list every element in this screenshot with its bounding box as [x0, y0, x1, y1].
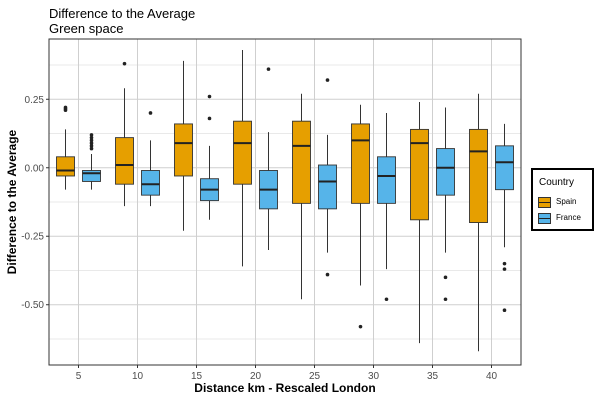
outlier-point-france-40 — [502, 261, 507, 266]
chart-title: Difference to the Average — [49, 6, 196, 21]
y-axis-title: Difference to the Average — [5, 129, 19, 274]
outlier-point-france-40 — [502, 267, 507, 271]
outlier-point-france-5 — [89, 146, 94, 151]
box-spain-25 — [292, 120, 311, 204]
outlier-point-france-5 — [89, 138, 94, 143]
outlier-point-france-5 — [89, 144, 94, 148]
plot-border — [48, 38, 522, 366]
x-tick-label-25: 25 — [309, 371, 321, 382]
box-spain-5 — [56, 156, 75, 177]
legend: Country Spain France — [531, 168, 594, 231]
box-spain-40 — [469, 128, 488, 223]
outlier-point-france-35 — [443, 275, 448, 280]
box-france-35 — [436, 148, 455, 196]
outlier-point-france-5 — [89, 133, 94, 137]
outlier-point-france-10 — [148, 111, 153, 115]
box-spain-20 — [233, 120, 252, 185]
box-france-30 — [377, 156, 396, 204]
outlier-point-france-30 — [384, 297, 389, 302]
chart-subtitle: Green space — [49, 21, 124, 36]
outlier-point-france-35 — [443, 297, 448, 302]
legend-title: Country — [539, 177, 575, 188]
outlier-point-spain-5 — [63, 105, 68, 110]
outlier-point-france-25 — [325, 272, 330, 277]
box-spain-10 — [115, 137, 134, 185]
outlier-point-france-25 — [325, 78, 330, 82]
outlier-point-spain-10 — [122, 61, 127, 66]
legend-key-france — [538, 213, 551, 224]
box-spain-30 — [351, 123, 370, 204]
box-france-25 — [318, 164, 337, 210]
y-tick-label: 0.25 — [25, 95, 45, 106]
box-france-10 — [141, 170, 160, 196]
box-spain-35 — [410, 128, 429, 221]
box-spain-15 — [174, 123, 193, 177]
x-tick-label-10: 10 — [132, 371, 144, 382]
legend-key-spain — [538, 197, 551, 208]
outlier-point-spain-30 — [358, 324, 363, 329]
y-tick-label: 0.00 — [25, 163, 45, 174]
outlier-point-france-20 — [266, 67, 271, 71]
y-tick-label: -0.25 — [21, 232, 44, 243]
outlier-point-france-15 — [207, 116, 212, 121]
x-tick-label-40: 40 — [486, 371, 498, 382]
x-tick-label-15: 15 — [191, 371, 203, 382]
x-tick-label-35: 35 — [427, 371, 439, 382]
outlier-point-france-5 — [89, 135, 94, 140]
box-france-40 — [495, 145, 514, 191]
outlier-point-france-5 — [89, 141, 94, 145]
x-tick-label-30: 30 — [368, 371, 380, 382]
box-france-5 — [82, 170, 101, 182]
legend-label-france: France — [556, 213, 581, 222]
outlier-point-france-15 — [207, 94, 212, 99]
legend-label-spain: Spain — [556, 197, 577, 206]
x-axis-title: Distance km - Rescaled London — [194, 381, 375, 395]
x-tick-label-5: 5 — [76, 371, 82, 382]
legend-item-france: France — [538, 213, 594, 227]
y-tick-label: -0.50 — [21, 300, 44, 311]
x-tick-label-20: 20 — [250, 371, 262, 382]
outlier-point-france-40 — [502, 308, 507, 313]
legend-item-spain: Spain — [538, 197, 594, 211]
